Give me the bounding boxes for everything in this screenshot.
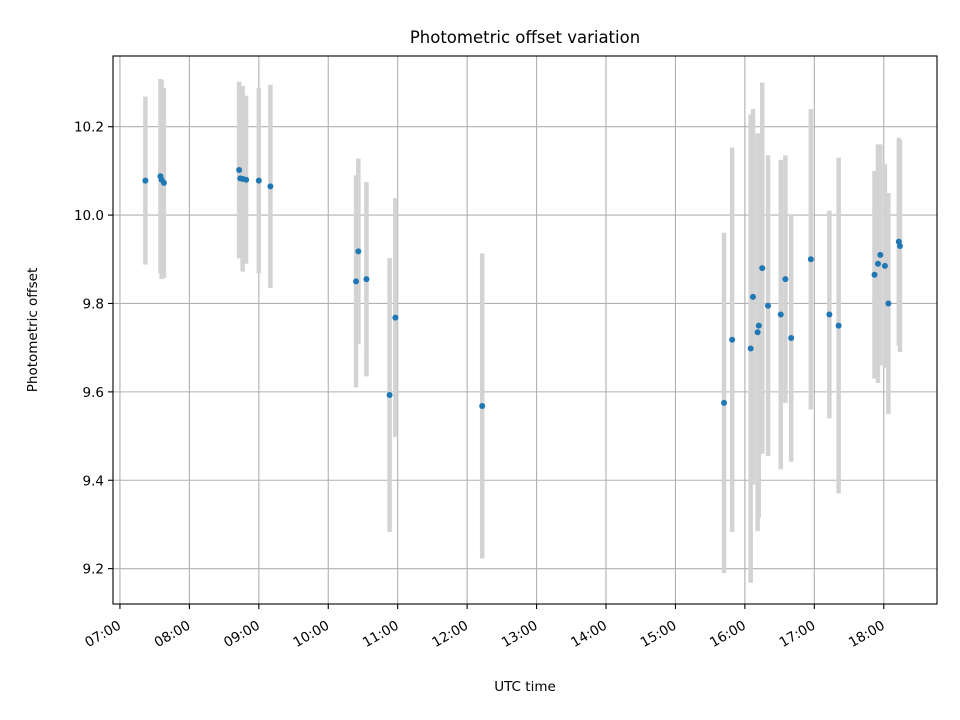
- data-point: [236, 167, 243, 174]
- x-axis-label: UTC time: [494, 679, 556, 695]
- data-point: [243, 176, 250, 183]
- data-point: [479, 403, 486, 410]
- data-points: [142, 167, 903, 410]
- data-point: [386, 391, 393, 398]
- data-point: [807, 256, 814, 263]
- data-point: [353, 278, 360, 285]
- data-point: [747, 345, 754, 352]
- y-axis-ticks: 9.2 9.4 9.6 9.8 10.0 10.2: [74, 120, 113, 578]
- y-tick-label: 9.2: [83, 562, 104, 578]
- data-point: [363, 276, 370, 283]
- data-point: [392, 314, 399, 321]
- y-tick-label: 10.2: [74, 120, 104, 136]
- data-point: [729, 336, 736, 343]
- chart-title: Photometric offset variation: [410, 28, 640, 47]
- data-point: [267, 183, 274, 190]
- data-point: [749, 293, 756, 300]
- data-point: [871, 271, 878, 278]
- data-point: [788, 334, 795, 341]
- data-point: [885, 300, 892, 307]
- y-axis-label: Photometric offset: [25, 268, 41, 392]
- data-point: [782, 276, 789, 283]
- data-point: [355, 248, 362, 255]
- data-point: [765, 302, 772, 309]
- data-point: [142, 177, 149, 184]
- plot-frame: [112, 55, 938, 605]
- data-point: [721, 399, 728, 406]
- data-point: [835, 322, 842, 329]
- y-tick-label: 9.8: [83, 296, 104, 312]
- y-tick-label: 9.6: [83, 385, 104, 401]
- y-tick-label: 10.0: [74, 208, 104, 224]
- data-point: [826, 311, 833, 318]
- data-point: [777, 311, 784, 318]
- data-point: [896, 243, 903, 250]
- data-point: [754, 329, 761, 336]
- data-point: [874, 260, 881, 267]
- data-point: [759, 265, 766, 272]
- data-point: [881, 262, 888, 269]
- data-point: [255, 177, 262, 184]
- data-point: [877, 251, 884, 258]
- data-point: [160, 179, 167, 186]
- data-point: [755, 322, 762, 329]
- y-tick-label: 9.4: [83, 473, 104, 489]
